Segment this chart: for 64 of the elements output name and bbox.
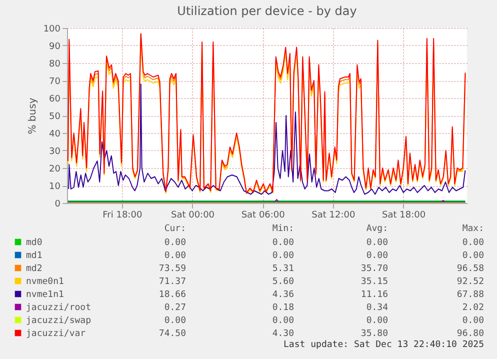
text: Cur: [164,224,186,234]
chart-title: Utilization per device - by day [177,4,357,18]
text: 5.60 [272,277,294,287]
text: 96.80 [456,329,484,339]
y-tick-label: 40 [49,130,61,140]
text: 0.00 [164,251,186,261]
text: 35.15 [360,277,388,287]
text: 0.00 [366,316,388,326]
text: 4.36 [272,290,294,300]
text: 74.50 [158,329,186,339]
text: Min: [272,224,294,234]
y-tick-label: 100 [43,24,61,34]
text: 35.70 [360,264,388,274]
text: 0.34 [366,303,388,313]
text: Max: [462,224,484,234]
y-tick-label: 90 [49,42,61,52]
text: 0.00 [272,316,294,326]
text: 0.00 [366,251,388,261]
legend-label: jacuzzi/var [26,329,86,339]
text: 0.27 [164,303,186,313]
y-tick-label: 60 [49,94,61,104]
text: Avg: [366,224,388,234]
text: 2.02 [462,303,484,313]
x-tick-label: Sat 06:00 [241,210,286,220]
y-tick-label: 0 [54,200,61,210]
y-tick-label: 10 [49,182,61,192]
legend-label: md1 [26,251,42,261]
text: 0.18 [272,303,294,313]
y-tick-label: 20 [49,164,61,174]
x-tick-label: Fri 18:00 [102,210,142,220]
y-tick-label: 80 [49,60,61,70]
text: 0.00 [462,316,484,326]
text: 0.00 [272,238,294,248]
legend-label: nvme1n1 [26,290,64,300]
x-tick-label: Sat 18:00 [382,210,426,220]
text: 5.31 [272,264,294,274]
y-tick-label: 30 [49,147,61,157]
text: 35.80 [360,329,388,339]
legend-label: md0 [26,238,42,248]
legend-label: md2 [26,264,42,274]
y-tick-label: 70 [49,77,61,87]
text: 11.16 [360,290,388,300]
text: 0.00 [462,238,484,248]
text: 96.58 [456,264,484,274]
x-tick-label: Sat 12:00 [312,210,356,220]
legend-label: nvme0n1 [26,277,64,287]
text: 0.00 [462,251,484,261]
text: 71.37 [158,277,186,287]
text: 73.59 [158,264,186,274]
text: 18.66 [158,290,186,300]
line-series [68,84,466,195]
text: Last update: Sat Dec 13 22:40:10 2025 [284,340,484,350]
legend-label: jacuzzi/swap [26,316,92,326]
y-axis-title: % busy [27,98,38,134]
text: 0.00 [272,251,294,261]
text: 0.00 [164,316,186,326]
text: 4.30 [272,329,294,339]
y-tick-label: 50 [49,112,61,122]
x-tick-label: Sat 00:00 [170,210,215,220]
text: 0.00 [366,238,388,248]
text: 0.00 [164,238,186,248]
text: 67.88 [456,290,484,300]
legend-label: jacuzzi/root [26,303,92,313]
text: 92.52 [456,277,484,287]
